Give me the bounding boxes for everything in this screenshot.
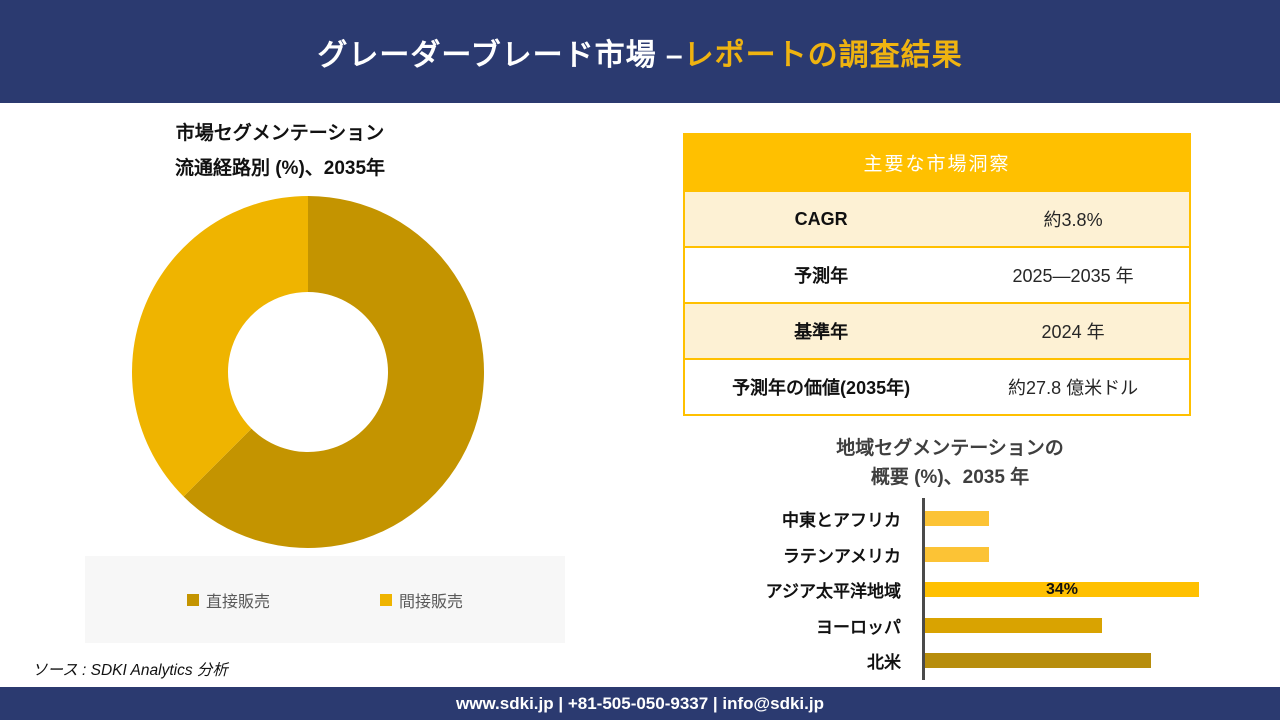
bar: 34%: [925, 581, 1199, 599]
header-bar: グレーダーブレード市場 –レポートの調査結果: [0, 0, 1280, 103]
donut-chart-title: 市場セグメンテーション 流通経路別 (%)、2035年: [60, 116, 500, 186]
table-row-label: 予測年の価値(2035年): [732, 378, 911, 398]
bar-track: [925, 511, 1205, 527]
insights-table-header: 主要な市場洞察: [685, 135, 1189, 190]
bar: [925, 617, 1102, 633]
bar: [925, 511, 989, 527]
table-row-forecast-years: 予測年 2025—2035 年: [685, 246, 1189, 302]
footer-contact: www.sdki.jp | +81-505-050-9337 | info@sd…: [456, 693, 824, 713]
page-title-market: グレーダーブレード市場 –: [317, 38, 684, 72]
table-row-base-year: 基準年 2024 年: [685, 302, 1189, 358]
legend-item-indirect-sales: 間接販売: [380, 588, 463, 612]
table-row-label: 基準年: [794, 322, 849, 342]
table-row-value: 約27.8 億米ドル: [1008, 378, 1139, 398]
legend-marker-direct-sales-icon: [186, 593, 199, 606]
insights-table: 主要な市場洞察 CAGR 約3.8% 予測年 2025—2035 年 基準年 2…: [683, 133, 1191, 416]
table-row-value: 2025—2035 年: [1012, 266, 1134, 286]
table-row-label: 予測年: [794, 266, 849, 286]
bar-category-label: 北米: [867, 653, 901, 673]
table-row-value: 約3.8%: [1043, 210, 1103, 230]
table-row-forecast-value: 予測年の価値(2035年) 約27.8 億米ドル: [685, 358, 1189, 414]
bar-chart-title-line2: 概要 (%)、2035 年: [870, 467, 1030, 488]
legend-marker-indirect-sales-icon: [380, 593, 392, 606]
donut-chart-title-line2: 流通経路別 (%)、2035年: [174, 158, 386, 179]
donut-chart-title-line1: 市場セグメンテーション: [175, 123, 385, 144]
y-axis-line: [922, 498, 925, 680]
legend-label-indirect-sales: 間接販売: [399, 593, 464, 611]
footer-bar: www.sdki.jp | +81-505-050-9337 | info@sd…: [0, 687, 1280, 720]
legend-item-direct-sales: 直接販売: [186, 588, 270, 612]
bar-chart-title: 地域セグメンテーションの 概要 (%)、2035 年: [740, 434, 1160, 492]
source-note: ソース : SDKI Analytics 分析: [32, 662, 228, 679]
bar-row: アジア太平洋地域 34%: [690, 572, 1205, 608]
bar-category-label: ヨーロッパ: [816, 617, 901, 637]
bar-track: 34%: [925, 581, 1205, 599]
page-title: グレーダーブレード市場 –レポートの調査結果: [317, 30, 962, 74]
bar-track: [925, 653, 1205, 669]
bar-row: ラテンアメリカ: [690, 537, 1205, 573]
table-row-cagr: CAGR 約3.8%: [685, 190, 1189, 246]
page-title-report: レポートの調査結果: [683, 38, 963, 72]
legend-label-direct-sales: 直接販売: [205, 593, 270, 611]
donut-chart: [132, 196, 484, 548]
bar: [925, 653, 1151, 669]
bar-row: 中東とアフリカ: [690, 501, 1205, 537]
bar-track: [925, 546, 1205, 562]
donut-segment-1: [132, 196, 308, 497]
bar-row: 北米: [690, 643, 1205, 679]
bar-track: [925, 617, 1205, 633]
bar-row: ヨーロッパ: [690, 608, 1205, 644]
bar-chart-title-line1: 地域セグメンテーションの: [836, 438, 1064, 459]
bar: [925, 546, 989, 562]
bar-category-label: 中東とアフリカ: [782, 511, 901, 531]
bar-value-label: 34%: [1045, 581, 1079, 599]
bar-chart: 中東とアフリカ ラテンアメリカ アジア太平洋地域 34% ヨーロッパ 北米: [690, 498, 1205, 680]
donut-legend: 直接販売 間接販売: [85, 556, 565, 643]
donut-segment-0: [183, 196, 484, 548]
table-row-value: 2024 年: [1041, 322, 1105, 342]
bar-category-label: アジア太平洋地域: [765, 582, 901, 602]
table-row-label: CAGR: [794, 208, 848, 229]
bar-category-label: ラテンアメリカ: [782, 546, 901, 566]
